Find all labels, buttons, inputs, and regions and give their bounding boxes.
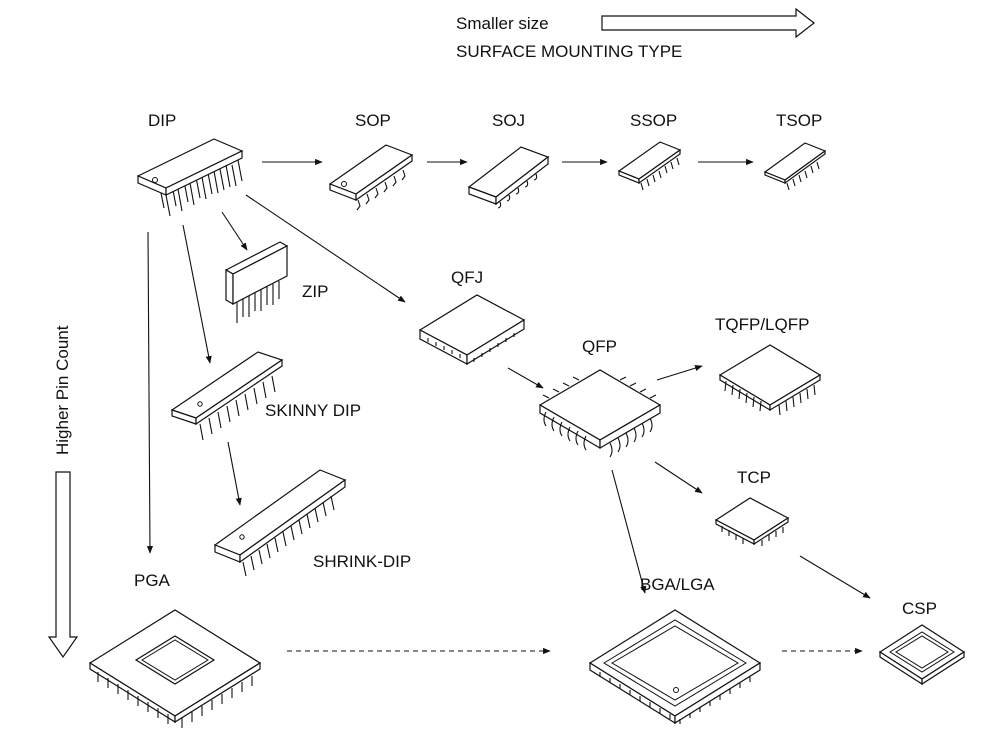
label-qfp: QFP (582, 337, 617, 356)
label-bga-lga: BGA/LGA (640, 575, 715, 594)
qfj-package-image (418, 294, 526, 366)
pga-package-image (88, 609, 262, 728)
label-tqfp-lqfp: TQFP/LQFP (715, 315, 809, 334)
skinny-dip-package-image (170, 351, 284, 441)
soj-package-image (467, 146, 550, 209)
tqfp-lqfp-package-image (718, 344, 822, 416)
label-dip: DIP (148, 111, 176, 130)
csp-package-image (878, 624, 966, 686)
smaller-size-label: Smaller size (456, 14, 549, 33)
label-tsop: TSOP (776, 111, 822, 130)
label-soj: SOJ (492, 111, 525, 130)
higher-pin-count-arrow (47, 471, 79, 659)
label-ssop: SSOP (630, 111, 677, 130)
higher-pin-count-label: Higher Pin Count (53, 325, 72, 455)
label-qfj: QFJ (451, 268, 483, 287)
label-sop: SOP (355, 111, 391, 130)
flow-arrows (146, 158, 871, 655)
bga-lga-package-image (588, 609, 762, 725)
label-shrink-dip: SHRINK-DIP (313, 552, 411, 571)
label-skinny-dip: SKINNY DIP (265, 401, 361, 420)
shrink-dip-package-image (213, 469, 347, 577)
tcp-package-image (714, 497, 790, 546)
tsop-package-image (763, 142, 827, 191)
surface-mounting-type-label: SURFACE MOUNTING TYPE (456, 42, 682, 61)
label-pga: PGA (134, 571, 171, 590)
qfp-package-image (538, 369, 662, 458)
sop-package-image (328, 144, 414, 211)
smaller-size-arrow (601, 7, 815, 39)
ssop-package-image (617, 141, 682, 191)
label-zip: ZIP (302, 282, 328, 301)
label-csp: CSP (902, 599, 937, 618)
label-tcp: TCP (737, 468, 771, 487)
zip-package-image (224, 241, 289, 323)
dip-package-image (136, 138, 244, 217)
